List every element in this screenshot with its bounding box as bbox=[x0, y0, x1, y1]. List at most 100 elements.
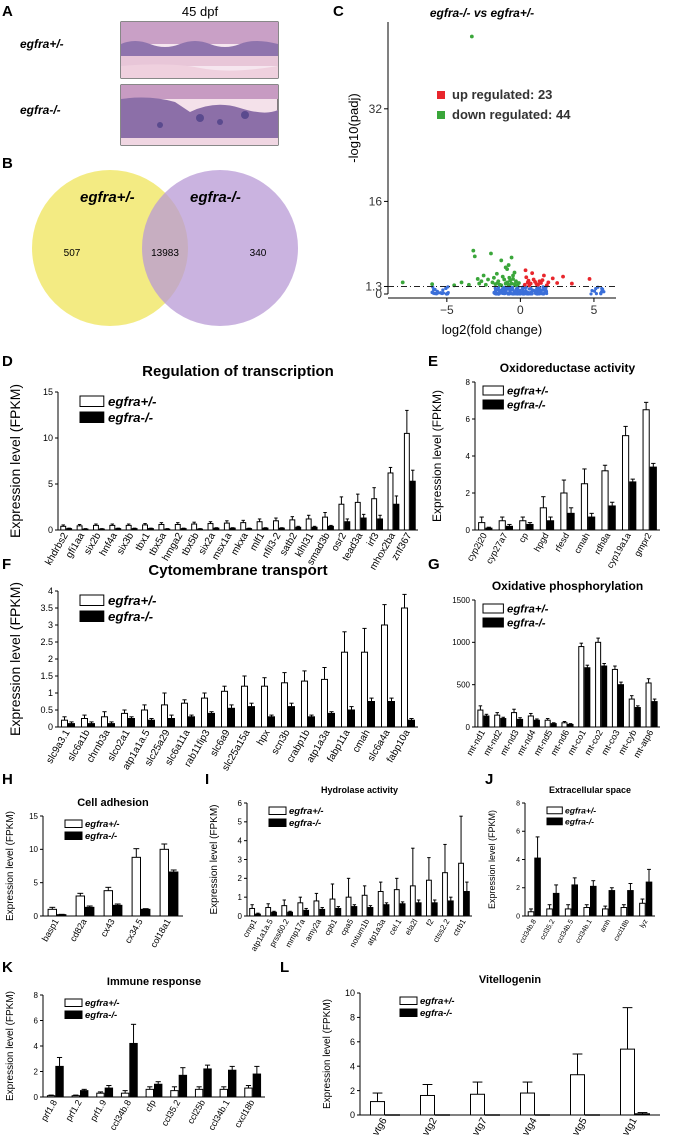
x-tick-label: cxcl18b bbox=[613, 918, 631, 942]
bar-ko bbox=[169, 871, 179, 917]
bar-het bbox=[103, 890, 113, 917]
volcano-point-down bbox=[471, 248, 476, 253]
volcano-point-base bbox=[592, 289, 597, 293]
y-tick-label: 5 bbox=[34, 878, 39, 887]
bar-ko bbox=[526, 523, 534, 531]
legend-label-het: egfra+/- bbox=[507, 386, 549, 398]
volcano-x-label: log2(fold change) bbox=[442, 322, 542, 337]
bar-het bbox=[47, 908, 57, 917]
y-tick-label: 2 bbox=[350, 1086, 355, 1096]
bar-het bbox=[61, 719, 68, 728]
volcano-point-up bbox=[587, 277, 592, 281]
legend-label-het: egfra+/- bbox=[565, 805, 596, 815]
chart-title: Immune response bbox=[107, 976, 201, 988]
bar-ko bbox=[303, 909, 310, 917]
x-tick-label: ccl34b.5 bbox=[556, 918, 575, 944]
bar-ko bbox=[178, 1074, 188, 1098]
bar-ko bbox=[295, 526, 302, 531]
bar-ko bbox=[268, 716, 275, 728]
bar-ko bbox=[588, 516, 596, 531]
legend-swatch-ko bbox=[546, 817, 563, 826]
x-tick-label: rfesd bbox=[553, 531, 572, 553]
legend-label-het: egfra+/- bbox=[507, 604, 549, 616]
legend-swatch-down bbox=[437, 111, 445, 119]
bar-het bbox=[322, 516, 329, 531]
chart-title: Oxidoreductase activity bbox=[500, 361, 636, 375]
bar-ko bbox=[248, 706, 255, 728]
volcano-point-down bbox=[499, 283, 504, 288]
y-tick-label: 1.5 bbox=[40, 671, 53, 681]
bar-ko bbox=[584, 667, 591, 728]
volcano-point-down bbox=[511, 277, 515, 281]
y-tick-label: 1500 bbox=[452, 596, 470, 605]
bar-het bbox=[170, 1090, 179, 1098]
x-tick-label: prf1.8 bbox=[39, 1098, 59, 1123]
bar-het bbox=[458, 862, 464, 917]
volcano-point-base bbox=[494, 292, 498, 296]
y-tick-label: 8 bbox=[34, 991, 39, 1000]
panel-label-l: L bbox=[280, 959, 289, 976]
bar-het bbox=[109, 524, 116, 531]
volcano-point-down bbox=[430, 282, 435, 287]
bar-het bbox=[470, 1093, 485, 1116]
legend-label-het: egfra+/- bbox=[289, 806, 324, 817]
bar-het bbox=[223, 522, 230, 531]
chart-title: Cytomembrane transport bbox=[148, 562, 327, 579]
bar-het bbox=[361, 651, 368, 728]
legend-swatch-het bbox=[399, 996, 418, 1005]
bar-het bbox=[602, 908, 609, 917]
volcano-point-base bbox=[514, 288, 518, 293]
bar-het bbox=[121, 712, 128, 728]
chart-oxidoreductase-activity: Oxidoreductase activity 0 2 4 6 8 Expression l… bbox=[430, 361, 660, 570]
histology-image-het bbox=[120, 21, 279, 79]
volcano-point-down bbox=[486, 277, 490, 282]
bar-ko bbox=[533, 719, 540, 728]
bar-ko bbox=[180, 528, 187, 531]
bar-ko bbox=[203, 1068, 212, 1098]
bar-het bbox=[478, 522, 486, 531]
y-tick-label: 8 bbox=[516, 800, 520, 807]
x-tick-label: six3b bbox=[115, 531, 136, 557]
bar-ko bbox=[108, 723, 115, 728]
x-tick-label: vtg5 bbox=[571, 1116, 590, 1138]
bar-ko bbox=[287, 911, 293, 917]
bar-ko bbox=[351, 906, 358, 917]
bar-het bbox=[354, 501, 361, 531]
bar-ko bbox=[80, 1090, 89, 1098]
volcano-point-base bbox=[536, 292, 540, 296]
x-tick-label: ccl34b.1 bbox=[206, 1098, 231, 1132]
bar-ko bbox=[649, 466, 657, 531]
volcano-point-down bbox=[506, 263, 511, 267]
bar-ko bbox=[552, 892, 560, 917]
chart-cytomembrane-transport: Cytomembrane transport 0 0.5 1 1.5 2 2.5 3 3.5 4 E… bbox=[7, 562, 418, 773]
legend-swatch-ko bbox=[79, 411, 105, 423]
bar-het bbox=[46, 1095, 56, 1098]
bar-het bbox=[561, 722, 568, 728]
chart-title: Extracellular space bbox=[549, 785, 631, 795]
volcano-point-down bbox=[512, 270, 517, 275]
legend-label-ko: egfra-/- bbox=[289, 818, 321, 829]
y-tick-label: 2 bbox=[48, 654, 53, 664]
y-axis-label: Expression level (FPKM) bbox=[5, 811, 16, 921]
y-tick-label: 4 bbox=[350, 1061, 355, 1071]
panel-label-f: F bbox=[2, 556, 11, 573]
bar-ko bbox=[634, 707, 641, 728]
bar-ko bbox=[82, 528, 89, 531]
bar-ko bbox=[213, 527, 220, 531]
bar-het bbox=[75, 895, 85, 917]
bar-het bbox=[131, 856, 142, 917]
x-tick-label: rdh8a bbox=[592, 531, 612, 556]
bar-het bbox=[361, 894, 368, 917]
bar-ko bbox=[228, 1069, 237, 1098]
legend-label-het: egfra+/- bbox=[108, 394, 157, 409]
legend-label-ko: egfra-/- bbox=[420, 1008, 452, 1019]
bar-ko bbox=[393, 503, 400, 531]
volcano-point-down bbox=[499, 258, 504, 263]
bar-het bbox=[329, 898, 336, 917]
bar-ko bbox=[367, 907, 374, 917]
bar-ko bbox=[148, 528, 154, 531]
bar-het bbox=[101, 716, 108, 728]
volcano-point-base bbox=[594, 292, 598, 296]
y-tick-label: 2 bbox=[516, 885, 520, 892]
